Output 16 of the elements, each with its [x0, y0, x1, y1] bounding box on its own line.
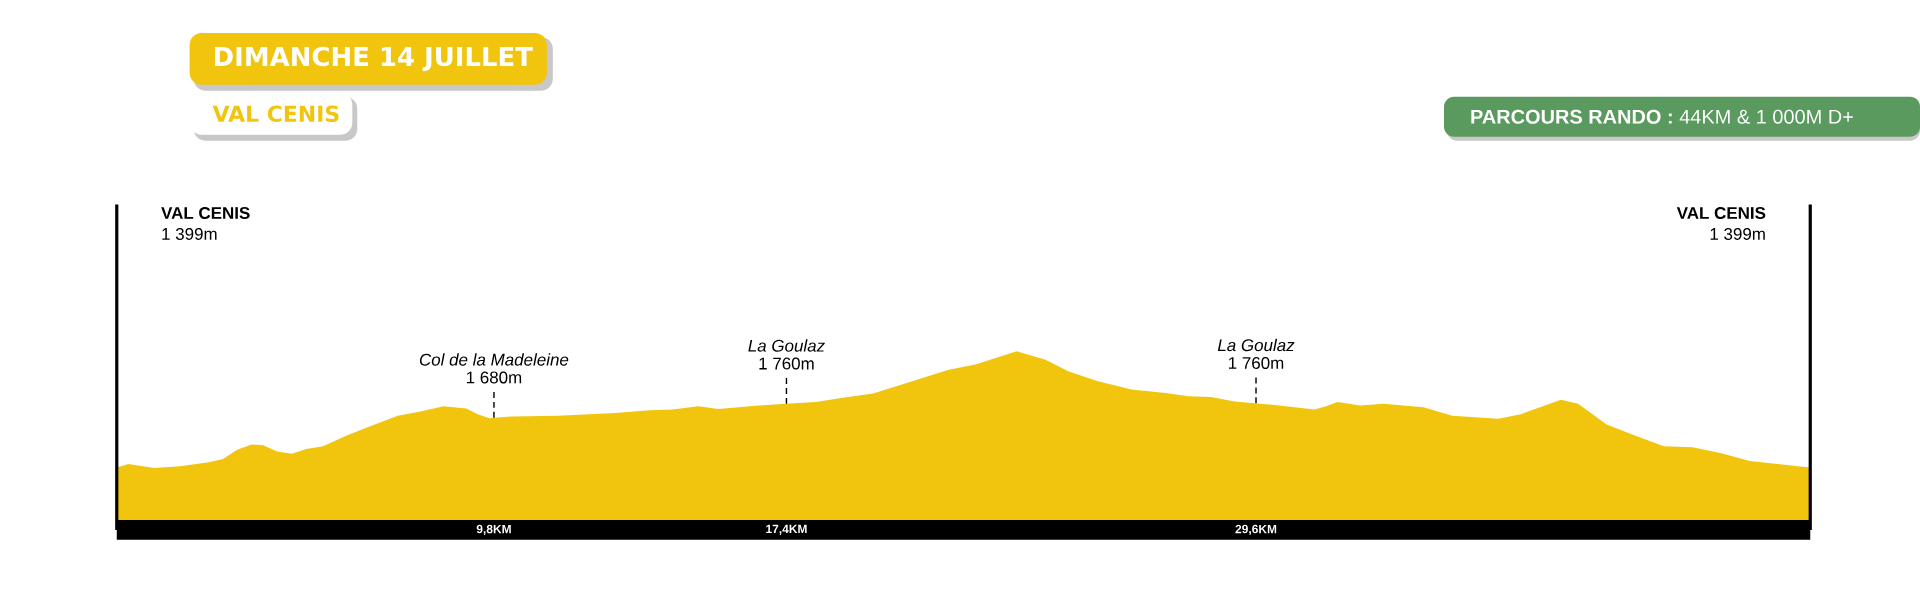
x-tick-label: 29,6KM	[1235, 524, 1277, 536]
annotation: 1 760m	[759, 357, 814, 370]
annotation: Col de la Madeleine	[419, 353, 569, 366]
text: PARCOURS RANDO : 44KM & 1 000M D+	[1471, 109, 1853, 124]
text: 1 399m	[162, 228, 217, 241]
x-tick-label: 9,8KM	[476, 524, 511, 536]
chart-title: DIMANCHE 14 JUILLET	[214, 46, 533, 72]
x-tick-label: 17,4KM	[766, 524, 807, 536]
text: VAL CENIS	[161, 207, 250, 220]
text: 1 399m	[1710, 228, 1765, 241]
annotation: La Goulaz	[748, 339, 825, 352]
annotation: 1 680m	[466, 371, 522, 384]
chart-subtitle: VAL CENIS	[212, 105, 339, 123]
annotation: 1 760m	[1229, 357, 1284, 370]
text: VAL CENIS	[1676, 207, 1766, 220]
annotation: La Goulaz	[1217, 338, 1295, 352]
